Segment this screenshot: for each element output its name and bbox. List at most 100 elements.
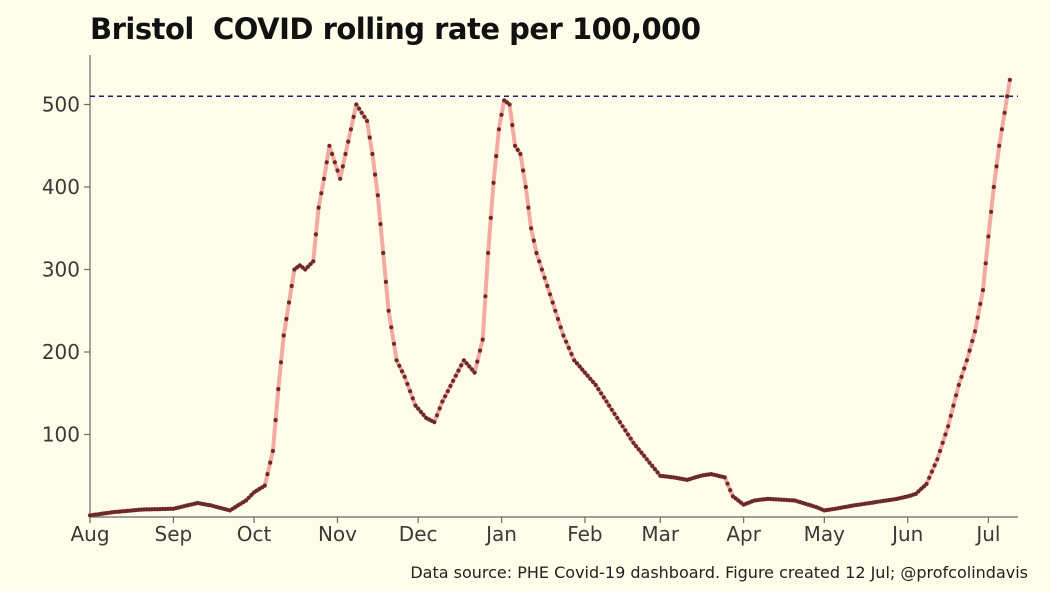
x-tick-label: Jun bbox=[890, 522, 923, 546]
data-point bbox=[319, 191, 324, 196]
y-tick-label: 200 bbox=[42, 340, 80, 364]
data-point bbox=[305, 264, 310, 269]
data-point bbox=[512, 143, 518, 148]
data-point bbox=[338, 176, 343, 181]
x-tick-label: Jul bbox=[974, 522, 1000, 546]
data-point bbox=[929, 469, 935, 474]
data-point bbox=[572, 358, 577, 363]
data-point bbox=[725, 481, 730, 486]
data-point bbox=[997, 143, 1002, 148]
data-point bbox=[972, 329, 978, 334]
series-line bbox=[88, 77, 1012, 518]
data-point bbox=[937, 448, 943, 454]
data-point bbox=[994, 164, 999, 169]
y-tick-label: 400 bbox=[42, 175, 80, 199]
data-point bbox=[916, 489, 921, 494]
data-point bbox=[989, 209, 994, 214]
data-point bbox=[281, 333, 286, 338]
data-point bbox=[1005, 94, 1010, 99]
data-point bbox=[475, 359, 480, 364]
data-point bbox=[483, 294, 488, 299]
data-point bbox=[555, 316, 561, 322]
chart-caption: Data source: PHE Covid-19 dashboard. Fig… bbox=[410, 563, 1028, 582]
data-point bbox=[246, 495, 251, 500]
data-point bbox=[324, 160, 329, 165]
data-point bbox=[991, 184, 996, 190]
data-point bbox=[276, 387, 281, 392]
data-point bbox=[951, 403, 956, 408]
data-point bbox=[970, 338, 975, 344]
data-point bbox=[330, 151, 335, 157]
data-point bbox=[445, 389, 450, 394]
data-point bbox=[273, 418, 278, 423]
data-point bbox=[389, 325, 394, 330]
data-point bbox=[397, 363, 402, 368]
data-point bbox=[381, 250, 386, 256]
data-point bbox=[975, 315, 980, 320]
data-point bbox=[394, 358, 399, 363]
data-point bbox=[440, 399, 445, 404]
data-point bbox=[919, 486, 924, 491]
data-point bbox=[499, 112, 504, 117]
data-point bbox=[924, 481, 929, 487]
data-point bbox=[596, 387, 601, 392]
data-point bbox=[383, 279, 388, 284]
data-point bbox=[375, 193, 380, 198]
data-point bbox=[370, 151, 375, 157]
data-point bbox=[601, 395, 606, 400]
data-point bbox=[494, 154, 499, 159]
data-point bbox=[321, 176, 327, 181]
data-point bbox=[986, 234, 991, 239]
data-point bbox=[647, 460, 652, 465]
data-point bbox=[642, 453, 647, 458]
data-point bbox=[268, 460, 273, 465]
data-point bbox=[443, 394, 448, 399]
data-point bbox=[545, 283, 550, 289]
data-point bbox=[351, 114, 356, 119]
data-point bbox=[510, 123, 515, 128]
x-tick-label: Oct bbox=[237, 522, 272, 546]
data-point bbox=[335, 168, 340, 173]
data-point bbox=[362, 114, 367, 119]
data-point bbox=[469, 367, 475, 372]
data-point bbox=[943, 432, 948, 437]
data-point bbox=[967, 348, 972, 353]
data-point bbox=[537, 259, 542, 264]
data-point bbox=[456, 368, 461, 373]
data-point bbox=[728, 488, 733, 493]
data-point bbox=[580, 367, 585, 372]
data-point bbox=[636, 447, 641, 452]
data-point bbox=[373, 172, 378, 177]
data-point bbox=[410, 396, 415, 401]
data-point bbox=[599, 391, 604, 396]
data-point bbox=[386, 308, 391, 313]
data-point bbox=[964, 358, 970, 363]
data-point bbox=[582, 370, 588, 375]
data-point bbox=[655, 470, 660, 475]
data-point bbox=[588, 376, 593, 381]
data-point bbox=[980, 288, 986, 293]
data-point bbox=[574, 361, 580, 366]
x-tick-label: Dec bbox=[399, 522, 438, 546]
data-point bbox=[935, 457, 940, 462]
y-tick-label: 100 bbox=[42, 423, 80, 447]
data-point bbox=[1007, 77, 1013, 82]
data-point bbox=[448, 383, 453, 389]
data-point bbox=[547, 292, 553, 297]
data-point bbox=[631, 440, 636, 445]
data-point bbox=[521, 168, 526, 173]
data-point bbox=[566, 345, 571, 350]
data-point bbox=[615, 415, 620, 421]
data-point bbox=[359, 110, 364, 115]
data-point bbox=[515, 147, 520, 152]
data-point bbox=[948, 413, 953, 418]
data-point bbox=[550, 300, 555, 305]
data-point bbox=[346, 139, 351, 144]
data-point bbox=[617, 420, 623, 425]
x-tick-label: Sep bbox=[155, 522, 193, 546]
data-point bbox=[270, 448, 275, 454]
data-point bbox=[561, 333, 566, 338]
data-point bbox=[639, 450, 644, 455]
data-point bbox=[531, 238, 536, 243]
data-point bbox=[286, 300, 292, 305]
